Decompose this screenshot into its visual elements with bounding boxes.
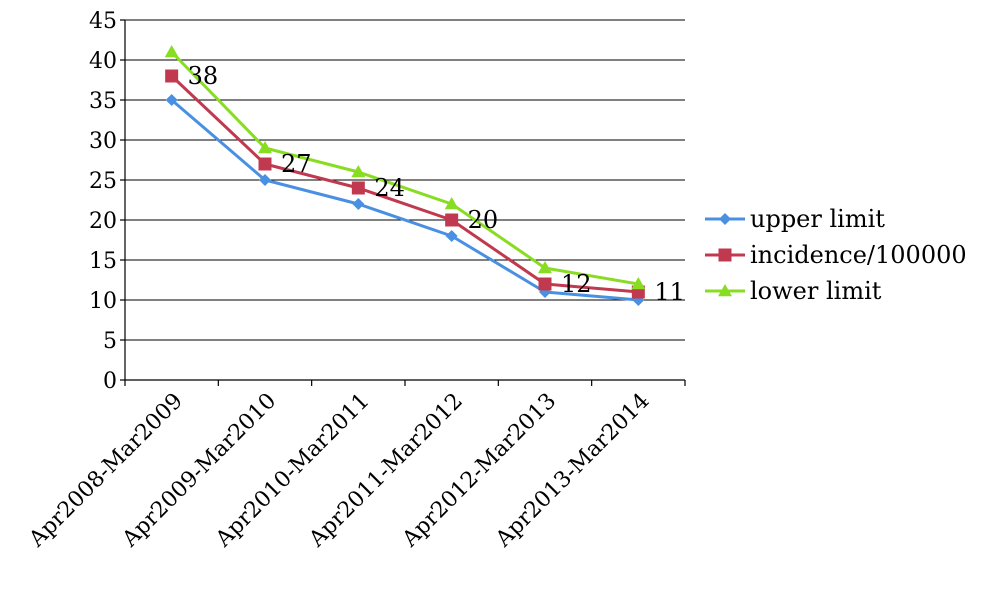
data-point-upper-limit — [352, 198, 365, 210]
x-tick-labels: Apr2008-Mar2009Apr2009-Mar2010Apr2010-Ma… — [24, 389, 655, 553]
data-label: 20 — [468, 206, 499, 234]
data-point-incidence-100000 — [538, 277, 552, 291]
series-lower-limit — [164, 45, 646, 290]
x-tick-label: Apr2009-Mar2010 — [117, 389, 281, 553]
data-label: 24 — [374, 174, 405, 202]
data-point-lower-limit — [351, 165, 366, 178]
y-tick-label: 0 — [103, 369, 117, 394]
y-tick-label: 20 — [89, 209, 117, 234]
legend-marker-upper-limit — [719, 213, 731, 225]
legend-item-incidence-100000: incidence/100000 — [705, 241, 967, 269]
legend-label: lower limit — [750, 277, 882, 305]
legend-item-lower-limit: lower limit — [705, 277, 882, 305]
y-tick-label: 5 — [103, 329, 117, 354]
axes — [120, 19, 686, 386]
series-line-lower-limit — [170, 50, 639, 286]
legend-item-upper-limit: upper limit — [705, 205, 885, 233]
y-tick-label: 25 — [89, 169, 117, 194]
data-point-lower-limit — [444, 197, 459, 210]
data-label: 11 — [654, 278, 685, 306]
y-tick-label: 45 — [89, 9, 117, 34]
x-tick-label: Apr2012-Mar2013 — [397, 389, 561, 553]
data-label: 12 — [561, 270, 592, 298]
data-point-upper-limit — [259, 174, 271, 186]
data-labels: 38 27 24 20 12 11 — [188, 62, 685, 306]
legend-marker-incidence-100000 — [718, 248, 732, 262]
y-tick-label: 10 — [89, 289, 117, 314]
data-point-incidence-100000 — [165, 69, 179, 83]
x-tick-label: Apr2013-Mar2014 — [490, 389, 654, 553]
data-label: 27 — [281, 150, 312, 178]
data-point-lower-limit — [631, 277, 646, 290]
data-label: 38 — [188, 62, 219, 90]
series-line-incidence-100000 — [170, 74, 639, 294]
y-tick-label: 35 — [89, 89, 117, 114]
y-tick-label: 40 — [89, 49, 117, 74]
data-point-lower-limit — [258, 141, 272, 154]
series-line-upper-limit — [170, 98, 639, 302]
x-tick-label: Apr2010-Mar2011 — [210, 389, 374, 553]
y-tick-label: 15 — [89, 249, 117, 274]
data-point-lower-limit — [164, 45, 179, 58]
y-tick-label: 30 — [89, 129, 117, 154]
x-tick-label: Apr2008-Mar2009 — [24, 389, 188, 553]
y-tick-labels: 0 5 10 15 20 25 30 35 40 45 — [89, 9, 117, 394]
data-point-incidence-100000 — [351, 181, 365, 195]
x-tick-label: Apr2011-Mar2012 — [304, 389, 468, 553]
data-point-incidence-100000 — [445, 213, 459, 227]
data-point-incidence-100000 — [258, 157, 272, 171]
series-incidence-100000 — [165, 69, 645, 299]
legend-marker-lower-limit — [718, 284, 732, 297]
data-point-upper-limit — [165, 94, 178, 106]
legend-label: incidence/100000 — [750, 241, 967, 269]
legend: upper limit incidence/100000 lower limit — [705, 205, 967, 305]
series — [164, 45, 646, 306]
data-point-lower-limit — [538, 261, 552, 274]
data-point-upper-limit — [445, 230, 458, 242]
legend-label: upper limit — [750, 205, 885, 233]
